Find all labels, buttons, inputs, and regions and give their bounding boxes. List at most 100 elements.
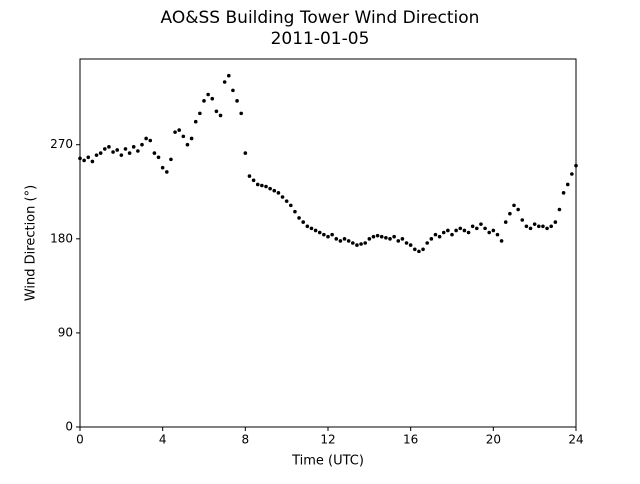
data-point	[313, 228, 318, 233]
data-point	[251, 178, 256, 183]
data-point	[392, 234, 396, 239]
data-point	[156, 155, 161, 160]
data-point	[268, 186, 272, 191]
data-point	[222, 80, 227, 84]
data-point	[173, 130, 177, 134]
data-point	[247, 174, 252, 178]
data-point	[367, 237, 372, 241]
y-tick-label: 90	[58, 325, 73, 339]
data-point	[181, 134, 186, 139]
data-point	[421, 247, 425, 252]
data-point	[218, 113, 223, 118]
data-point	[330, 232, 334, 237]
data-point	[454, 228, 458, 233]
data-point	[82, 158, 86, 163]
data-point	[152, 151, 157, 155]
x-axis-label: Time (UTC)	[291, 454, 364, 469]
data-point	[115, 148, 119, 152]
data-point	[342, 237, 347, 241]
data-point	[260, 183, 264, 188]
data-point	[169, 157, 173, 162]
data-point	[90, 159, 95, 164]
data-point	[537, 224, 541, 229]
data-point	[433, 232, 438, 237]
data-point	[148, 138, 153, 143]
y-tick-label: 180	[50, 231, 73, 245]
data-point	[346, 239, 351, 243]
data-point	[189, 136, 194, 141]
x-tick-label: 4	[159, 433, 167, 447]
data-point	[363, 241, 368, 245]
data-point	[541, 224, 545, 229]
data-point	[553, 220, 558, 224]
data-point	[293, 209, 297, 214]
data-point	[516, 207, 520, 212]
data-point	[231, 88, 235, 93]
data-point	[160, 165, 165, 170]
data-point	[144, 136, 148, 141]
x-tick-label: 8	[242, 433, 250, 447]
data-point	[561, 191, 566, 195]
data-point	[239, 111, 243, 116]
data-point	[441, 230, 446, 235]
data-point	[417, 249, 421, 254]
data-point	[524, 224, 529, 229]
data-point	[425, 241, 430, 245]
data-point	[227, 73, 231, 78]
y-tick-label: 0	[65, 420, 73, 434]
data-point	[276, 191, 281, 195]
data-point	[503, 220, 508, 224]
data-point	[437, 234, 442, 239]
data-point	[264, 184, 268, 189]
data-point	[326, 234, 330, 239]
data-point	[545, 226, 549, 231]
x-tick-label: 12	[320, 433, 335, 447]
data-point	[165, 170, 169, 174]
data-point	[202, 99, 206, 103]
data-point	[371, 234, 376, 239]
data-point	[351, 241, 355, 245]
data-point	[384, 235, 388, 240]
data-point	[127, 151, 132, 155]
data-point	[379, 234, 384, 239]
data-point	[470, 224, 475, 229]
data-point	[107, 145, 111, 149]
data-point	[520, 218, 525, 222]
data-point	[206, 92, 210, 97]
data-point	[479, 222, 483, 226]
data-point	[450, 232, 454, 237]
data-point	[491, 228, 496, 233]
data-point	[483, 226, 487, 231]
data-point	[140, 142, 144, 147]
data-point	[532, 222, 537, 226]
data-point	[355, 243, 359, 247]
data-point	[475, 226, 479, 231]
data-point	[495, 232, 500, 237]
data-point	[528, 226, 533, 231]
data-point	[499, 239, 504, 243]
data-point	[317, 230, 322, 235]
data-point	[549, 224, 553, 229]
data-point	[119, 153, 124, 157]
data-point	[512, 203, 516, 208]
data-point	[214, 109, 219, 114]
data-point	[466, 230, 471, 235]
data-point	[210, 96, 215, 101]
data-point	[94, 153, 99, 157]
data-point	[193, 119, 198, 124]
data-point	[98, 151, 103, 155]
data-point	[297, 216, 301, 220]
data-point	[305, 224, 310, 229]
data-point	[272, 188, 277, 193]
x-tick-label: 16	[403, 433, 418, 447]
data-point	[198, 111, 202, 116]
data-point	[388, 237, 392, 241]
data-point	[123, 147, 128, 151]
data-point	[462, 228, 467, 233]
data-point	[111, 150, 115, 154]
data-point	[338, 239, 343, 243]
data-point	[301, 220, 306, 224]
data-point	[235, 99, 239, 103]
data-point	[396, 239, 401, 243]
